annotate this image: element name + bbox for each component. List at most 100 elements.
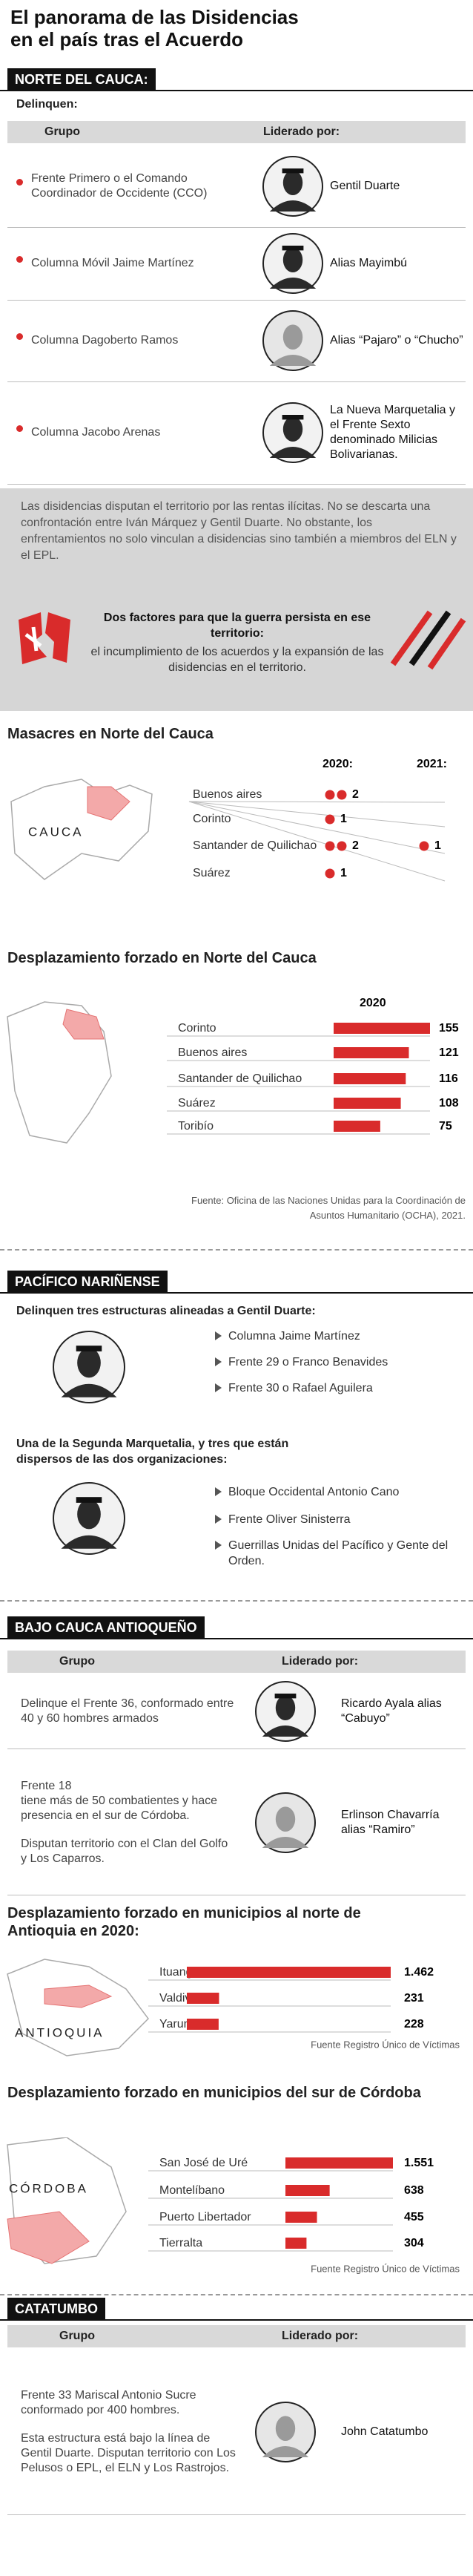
table-header-cell: Grupo: [59, 2330, 95, 2342]
dot-group: [325, 868, 335, 879]
icon: [19, 612, 70, 664]
dot: [337, 790, 347, 800]
map-label: ANTIOQUIA: [15, 2025, 105, 2039]
group-text: Columna Móvil Jaime Martínez: [31, 257, 194, 269]
title: El panorama de las Disidencias: [10, 6, 299, 28]
value-label: 121: [439, 1046, 459, 1059]
value-label: 228: [404, 2018, 424, 2031]
value-label: 1.462: [404, 1966, 434, 1979]
leader-cell: Gentil Duarte: [330, 145, 467, 227]
portrait: [255, 1681, 316, 1742]
dot-group: [325, 841, 347, 851]
portrait: [262, 233, 323, 294]
portrait-body: [269, 355, 317, 366]
leader-line: [188, 801, 446, 854]
dot-group: [325, 814, 335, 825]
category-label: Santander de Quilichao: [178, 1072, 302, 1085]
category-label: San José de Uré: [159, 2157, 248, 2169]
category-label: Suárez: [178, 1097, 216, 1110]
bullet-arrow: [215, 1487, 222, 1496]
value-label: 231: [404, 1992, 424, 2005]
category-label: Buenos aires: [193, 788, 262, 801]
section-label: PACÍFICO NARIÑENSE: [7, 1271, 168, 1293]
leader-text: Erlinson Chavarría alias “Ramiro”: [341, 1808, 440, 1836]
value-label: 116: [439, 1072, 458, 1085]
bullet-arrow: [215, 1383, 222, 1392]
table-header-cell: Liderado por:: [263, 125, 340, 138]
map-highlight: [44, 1985, 113, 2008]
portrait-detail: [76, 1346, 102, 1351]
group-text: Disputan territorio con el Clan del Golf…: [21, 1837, 228, 1865]
bar: [187, 1993, 219, 2004]
section-rule: [0, 90, 473, 91]
bar: [334, 1121, 380, 1132]
value-label: 455: [404, 2211, 424, 2223]
leader-text: Alias “Pajaro” o “Chucho”: [330, 334, 463, 347]
section-label: BAJO CAUCA ANTIOQUEÑO: [7, 1616, 205, 1639]
subtitle: Delinquen tres estructuras alineadas a G…: [16, 1305, 316, 1317]
portrait: [53, 1482, 125, 1555]
category-label: Corinto: [193, 813, 231, 825]
group-cell: Columna Jacobo Arenas: [31, 381, 216, 484]
chart: CÓRDOBA San José de Uré 1.551 Montelíbano 63…: [7, 2137, 460, 2274]
row-rule: [7, 2514, 466, 2515]
row-rule: [7, 227, 466, 228]
icon-gun: [408, 610, 452, 666]
factors-text: el incumplimiento de los acuerdos y la e…: [90, 646, 384, 674]
source: Fuente Registro Único de Víctimas: [311, 2263, 460, 2274]
table-header: [7, 2325, 466, 2347]
chart-title: Desplazamiento forzado en Norte del Cauc…: [7, 950, 317, 966]
table-header: [7, 121, 466, 143]
group-text: Columna Jacobo Arenas: [31, 426, 161, 439]
group-text: Delinque el Frente 36, conformado entre …: [21, 1697, 234, 1725]
series-name: 2020: [360, 997, 386, 1009]
row-dot: [16, 333, 23, 340]
portrait-body: [269, 200, 317, 212]
portrait-body: [61, 1535, 117, 1549]
list-item: Frente Oliver Sinisterra: [228, 1513, 351, 1526]
chart: CAUCA Buenos aires Corinto Santander de Qui…: [10, 758, 447, 882]
category-label: Buenos aires: [178, 1046, 247, 1059]
portrait-head: [275, 1806, 296, 1832]
chart: 2020 Corinto 155 Buenos aires 121 Santander d…: [7, 997, 459, 1144]
table-header-cell: Grupo: [59, 1655, 95, 1668]
factors-title: Dos factores para que la guerra persista…: [103, 612, 371, 640]
portrait-body: [269, 278, 317, 289]
separator: [0, 1249, 473, 1251]
note-box: [0, 488, 473, 711]
separator: [0, 1600, 473, 1602]
portrait-head: [275, 2416, 296, 2441]
portrait-head: [77, 1499, 101, 1530]
series-name: 2021:: [417, 758, 447, 770]
table-header: [7, 1651, 466, 1673]
section-rule: [0, 2319, 473, 2321]
group-cell: Frente 33 Mariscal Antonio Sucre conform…: [21, 2350, 236, 2514]
source: Fuente Registro Único de Víctimas: [311, 2039, 460, 2050]
bullet-arrow: [215, 1541, 222, 1550]
chart-title: Desplazamiento forzado en municipios del…: [7, 2085, 421, 2101]
portrait-body: [262, 1725, 309, 1737]
portrait: [262, 310, 323, 371]
value-label: 304: [404, 2237, 424, 2249]
portrait-head: [275, 1695, 296, 1720]
dot: [325, 868, 335, 879]
leader-cell: Erlinson Chavarría alias “Ramiro”: [341, 1750, 463, 1895]
icon-mark: [24, 626, 42, 652]
leader-text: Gentil Duarte: [330, 180, 400, 192]
chart-title: Desplazamiento forzado en municipios al …: [7, 1905, 361, 1939]
map-label: CAUCA: [28, 825, 84, 839]
map-highlight: [62, 1009, 105, 1040]
bar: [334, 1073, 406, 1084]
category-label: Tierralta: [159, 2237, 202, 2249]
section-label: CATATUMBO: [7, 2298, 105, 2320]
value-label: 108: [439, 1097, 459, 1110]
value-label: 1: [340, 813, 347, 825]
group-cell: Columna Dagoberto Ramos: [31, 300, 216, 381]
leader-cell: Ricardo Ayala alias “Cabuyo”: [341, 1674, 463, 1749]
portrait-detail: [274, 1694, 297, 1699]
list-item: Frente 30 o Rafael Aguilera: [228, 1382, 373, 1394]
category-label: Santander de Quilichao: [193, 839, 317, 852]
map-highlight: [87, 786, 130, 821]
